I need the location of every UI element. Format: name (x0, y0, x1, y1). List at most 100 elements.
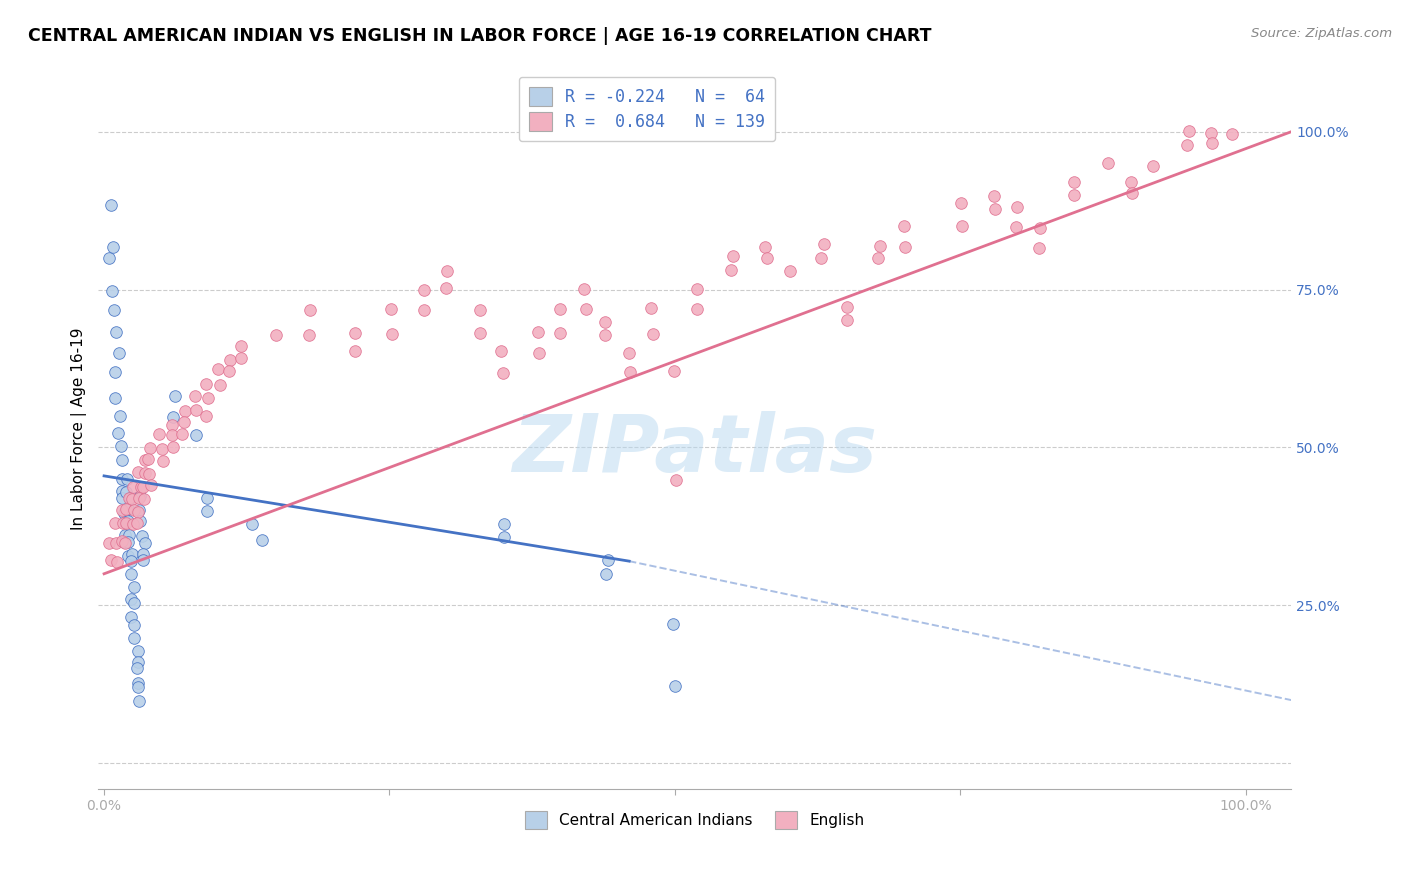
Point (111, 534, 134, 549)
Point (619, 365, 641, 379)
Point (104, 536, 127, 550)
Point (112, 506, 135, 520)
Point (104, 516, 127, 530)
Point (127, 516, 149, 530)
Point (1121, 186, 1143, 201)
Point (115, 516, 138, 530)
Point (664, 680, 686, 694)
Point (343, 344, 366, 359)
Point (162, 440, 184, 454)
Point (108, 409, 131, 423)
Point (343, 326, 366, 340)
Point (104, 392, 127, 406)
Point (120, 566, 142, 581)
Point (136, 451, 159, 466)
Point (1063, 175, 1085, 189)
Point (117, 549, 139, 563)
Point (111, 491, 134, 506)
Point (128, 514, 150, 528)
Point (983, 189, 1005, 203)
Point (1005, 219, 1028, 234)
Point (128, 694, 150, 708)
Point (381, 327, 404, 342)
Point (218, 352, 240, 367)
Point (434, 281, 457, 295)
Point (264, 327, 287, 342)
Point (128, 489, 150, 503)
Y-axis label: In Labor Force | Age 16-19: In Labor Force | Age 16-19 (72, 327, 87, 530)
Point (299, 302, 322, 317)
Point (163, 389, 186, 403)
Point (122, 517, 145, 532)
Point (173, 415, 195, 429)
Point (596, 553, 619, 567)
Point (114, 528, 136, 542)
Point (894, 240, 917, 254)
Point (111, 483, 134, 498)
Point (98, 252, 121, 266)
Point (548, 326, 571, 340)
Point (575, 301, 598, 316)
Point (162, 410, 184, 425)
Point (1028, 241, 1050, 255)
Point (134, 466, 156, 480)
Point (114, 536, 136, 550)
Point (100, 198, 122, 212)
Point (100, 553, 122, 567)
Point (949, 196, 972, 211)
Point (754, 240, 776, 254)
Point (115, 485, 138, 500)
Point (138, 467, 160, 481)
Point (207, 361, 229, 376)
Point (114, 502, 136, 516)
Legend: Central American Indians, English: Central American Indians, English (519, 805, 870, 835)
Point (124, 595, 146, 609)
Point (494, 516, 516, 531)
Point (120, 592, 142, 607)
Point (574, 283, 596, 297)
Point (868, 252, 890, 266)
Point (1175, 138, 1198, 153)
Point (197, 391, 219, 405)
Point (122, 580, 145, 594)
Point (527, 326, 550, 340)
Point (134, 535, 156, 549)
Point (108, 346, 131, 360)
Point (470, 303, 492, 318)
Point (117, 502, 139, 516)
Point (436, 264, 458, 278)
Point (120, 554, 142, 568)
Point (686, 282, 709, 296)
Point (686, 301, 709, 316)
Point (104, 365, 127, 379)
Point (127, 505, 149, 519)
Point (111, 453, 134, 467)
Point (125, 661, 148, 675)
Point (229, 339, 252, 353)
Point (595, 315, 617, 329)
Point (810, 251, 832, 265)
Point (720, 263, 742, 277)
Point (117, 491, 139, 505)
Point (252, 533, 274, 547)
Point (111, 472, 134, 486)
Point (1220, 127, 1243, 141)
Point (132, 553, 155, 567)
Point (122, 631, 145, 645)
Point (111, 503, 134, 517)
Point (1201, 126, 1223, 140)
Point (492, 366, 515, 380)
Point (413, 302, 436, 317)
Point (114, 516, 136, 530)
Point (721, 249, 744, 263)
Point (950, 219, 973, 233)
Point (229, 351, 252, 365)
Point (118, 528, 141, 542)
Point (160, 417, 183, 432)
Point (595, 327, 617, 342)
Point (120, 491, 142, 506)
Point (97, 535, 120, 549)
Point (122, 617, 145, 632)
Point (240, 517, 263, 532)
Point (491, 344, 513, 359)
